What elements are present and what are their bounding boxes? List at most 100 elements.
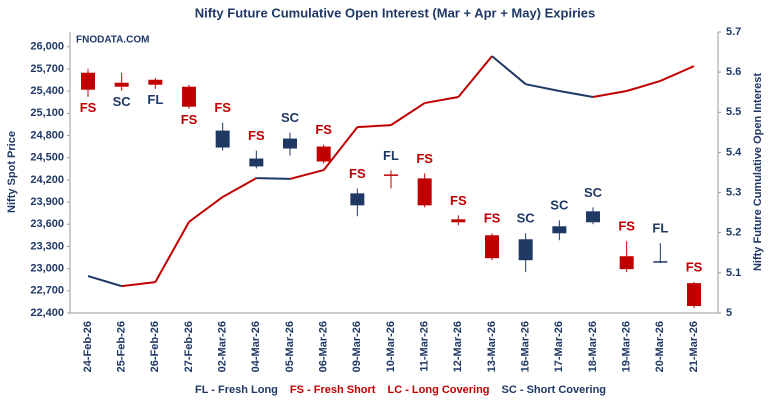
signal-label: SC [550, 198, 569, 213]
chart-title: Nifty Future Cumulative Open Interest (M… [195, 5, 595, 20]
candle-body [485, 235, 499, 259]
oi-line-segment [659, 65, 695, 82]
x-tick-label: 11-Mar-26 [419, 321, 431, 372]
candle-body [215, 130, 230, 148]
signal-label: FS [349, 166, 366, 181]
x-tick-label: 04-Mar-26 [250, 321, 262, 372]
oi-line-segment [424, 96, 459, 105]
x-tick-label: 09-Mar-26 [351, 321, 363, 372]
oi-line-segment [154, 221, 190, 283]
y-tick-label: 25,100 [30, 107, 64, 119]
legend-item: FL - Fresh Long [195, 384, 278, 396]
candle-body [687, 283, 701, 307]
y-tick-label: 22,400 [30, 307, 64, 319]
signal-label: FL [652, 221, 668, 236]
y2-tick-label: 5.3 [726, 186, 741, 198]
candle-body [350, 193, 365, 206]
candle-body [249, 158, 264, 167]
signal-label: FS [416, 151, 433, 166]
oi-line-segment [357, 124, 392, 129]
candle-body [518, 239, 533, 261]
y-tick-label: 24,500 [30, 152, 64, 164]
y2-tick-label: 5.1 [726, 267, 741, 279]
candle-body [451, 219, 466, 223]
oi-line-segment [626, 80, 661, 92]
x-tick-label: 05-Mar-26 [284, 321, 296, 372]
signal-label: FS [450, 193, 467, 208]
y-tick-label: 26,000 [30, 41, 64, 53]
oi-line-segment [525, 83, 560, 92]
oi-line-segment [87, 275, 122, 288]
x-tick-label: 02-Mar-26 [217, 321, 229, 372]
candle-body [283, 138, 297, 149]
candle-body [114, 82, 129, 87]
x-tick-label: 19-Mar-26 [621, 321, 633, 372]
signal-label: FS [181, 112, 198, 127]
signal-label: SC [113, 94, 132, 109]
signal-label: SC [517, 211, 536, 226]
y2-tick-label: 5 [726, 307, 732, 319]
x-tick-label: 26-Feb-26 [149, 321, 161, 372]
signal-label: SC [584, 185, 603, 200]
y-tick-label: 23,900 [30, 196, 64, 208]
signal-label: FS [214, 100, 231, 115]
x-tick-label: 13-Mar-26 [486, 321, 498, 372]
oi-line-segment [121, 281, 156, 288]
signal-label: FS [80, 100, 97, 115]
x-tick-label: 17-Mar-26 [553, 321, 565, 372]
y2-tick-label: 5.7 [726, 26, 741, 38]
x-tick-label: 18-Mar-26 [587, 321, 599, 372]
candle-body [384, 174, 398, 176]
x-tick-label: 16-Mar-26 [520, 321, 532, 372]
y-tick-label: 23,300 [30, 240, 64, 252]
x-tick-label: 12-Mar-26 [452, 321, 464, 372]
y-tick-label: 24,800 [30, 129, 64, 141]
x-tick-label: 24-Feb-26 [82, 321, 94, 372]
x-tick-label: 25-Feb-26 [116, 321, 128, 372]
y-axis-label: Nifty Spot Price [6, 131, 18, 213]
x-tick-label: 27-Feb-26 [183, 321, 195, 372]
signal-label: FS [315, 122, 332, 137]
oi-line-segment [559, 90, 594, 99]
legend-item: SC - Short Covering [502, 384, 607, 396]
legend-item: FS - Fresh Short [290, 384, 376, 396]
candle-body [619, 256, 634, 270]
candle-body [316, 146, 331, 162]
candle-body [182, 86, 196, 107]
x-tick-label: 06-Mar-26 [318, 321, 330, 372]
legend-item: LC - Long Covering [387, 384, 489, 396]
y2-tick-label: 5.4 [726, 146, 742, 158]
oi-line-segment [390, 102, 426, 126]
y-tick-label: 25,400 [30, 85, 64, 97]
candle-body [148, 79, 163, 85]
candle-body [417, 178, 432, 206]
x-tick-label: 20-Mar-26 [654, 321, 666, 372]
y-tick-label: 23,000 [30, 263, 64, 275]
oi-line-segment [222, 177, 257, 198]
signal-label: FS [484, 211, 501, 226]
oi-line-segment [188, 196, 224, 223]
y-tick-label: 22,700 [30, 285, 64, 297]
y-tick-label: 24,200 [30, 174, 64, 186]
y2-tick-label: 5.6 [726, 66, 741, 78]
signal-label: SC [281, 110, 300, 125]
signal-label: FS [248, 128, 265, 143]
y2-tick-label: 5.2 [726, 227, 741, 239]
signal-label: FL [383, 148, 399, 163]
oi-line-segment [457, 55, 493, 98]
signal-label: FS [618, 219, 635, 234]
signal-label: FL [147, 92, 163, 107]
oi-line-segment [592, 90, 627, 99]
candle-body [552, 226, 567, 234]
oi-line-segment [322, 126, 359, 171]
signal-label: FS [686, 260, 703, 275]
y2-axis-label: Nifty Future Cumulative Open Interest [752, 73, 764, 271]
oi-line-segment [289, 169, 324, 180]
candle-body [81, 72, 95, 90]
y-tick-label: 25,700 [30, 63, 64, 75]
candle-body [586, 211, 600, 223]
x-tick-label: 21-Mar-26 [688, 321, 700, 372]
y-tick-label: 23,600 [30, 218, 64, 230]
